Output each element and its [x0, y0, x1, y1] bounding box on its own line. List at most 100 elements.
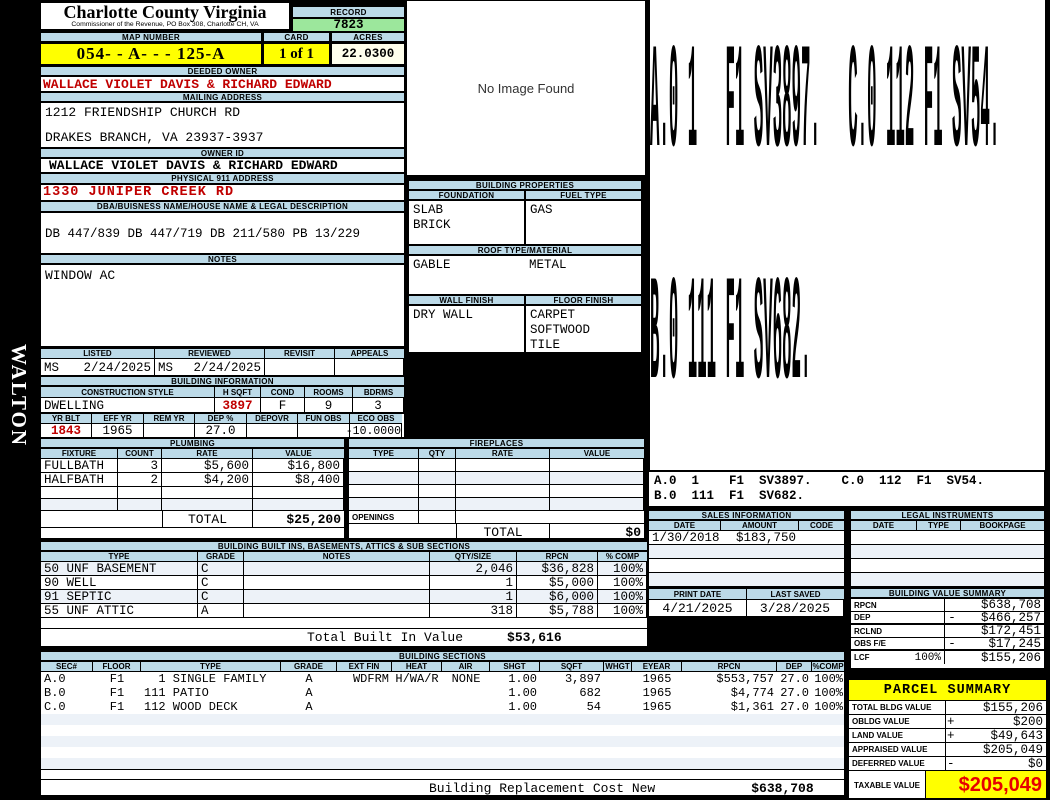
fuel-type-label: FUEL TYPE: [525, 190, 642, 200]
reviewed-date: 2/24/2025: [193, 360, 261, 375]
taxable-value-label: TAXABLE VALUE: [849, 771, 926, 798]
listed-by: MS: [44, 360, 60, 375]
building-value-summary-title: BUILDING VALUE SUMMARY: [850, 588, 1045, 598]
bi-comp-cell: 100%: [598, 562, 647, 575]
acres-label: ACRES: [331, 32, 405, 42]
revisit-header: REVISIT: [265, 349, 335, 359]
sidebar-watermark: WALTON: [7, 344, 31, 448]
value-header: VALUE: [253, 449, 344, 459]
sale-code: [799, 531, 844, 544]
heated-sqft: 3897: [215, 398, 261, 412]
bi-qty-header: QTY/SIZE: [430, 552, 517, 562]
parcel-value: $49,643: [990, 729, 1043, 742]
vs-value: $155,206: [980, 651, 1041, 664]
section-empty-row: [41, 736, 844, 747]
bi-rpcn-cell: $5,788: [517, 604, 598, 617]
fp-qty-header: QTY: [419, 449, 456, 459]
parcel-summary-panel: PARCEL SUMMARY TOTAL BLDG VALUE $155,206…: [848, 679, 1047, 799]
floor-cell: F1: [109, 686, 125, 700]
sales-empty-row: [649, 559, 844, 573]
bi-rpcn-cell: $36,828: [517, 562, 598, 575]
wall-finish-label: WALL FINISH: [408, 295, 525, 305]
bedrooms: 3: [353, 398, 404, 412]
dep-override: [247, 424, 298, 438]
sec-cell: B.0: [44, 686, 66, 700]
fixture-cell: FULLBATH: [41, 459, 118, 472]
parcel-row: OBLDG VALUE + $200: [849, 715, 1046, 729]
vs-value: $172,451: [980, 625, 1041, 637]
sketch-legend-box: A.0 1 F1 SV3897. C.0 112 F1 SV54. B.0 11…: [648, 471, 1045, 507]
section-row: B.0 F1 111 PATIO A 1.00 682 1965 $4,774 …: [41, 686, 844, 700]
air-header: AIR: [442, 662, 490, 672]
bi-qty-cell: 318: [430, 604, 517, 617]
remyr-header: REM YR: [144, 414, 195, 424]
visit-table: LISTED REVIEWED REVISIT APPEALS MS 2/24/…: [40, 348, 405, 376]
whgt-cell: [604, 700, 632, 714]
section-empty-row: [41, 769, 844, 780]
built-ins-title: BUILDING BUILT INS, BASEMENTS, ATTICS & …: [40, 541, 648, 551]
parcel-row: TOTAL BLDG VALUE $155,206: [849, 701, 1046, 715]
legal-instruments-title: LEGAL INSTRUMENTS: [850, 510, 1045, 520]
effyr-header: EFF YR: [92, 414, 144, 424]
bi-qty-cell: 1: [430, 590, 517, 603]
sales-empty-row: [649, 545, 844, 559]
vs-value: $17,245: [988, 638, 1041, 649]
vs-sign: [945, 651, 959, 664]
dep-cell: 27.0: [780, 700, 809, 714]
fireplaces-openings-row: OPENINGS: [349, 511, 644, 524]
legal-table: DATE TYPE BOOKPAGE: [850, 520, 1045, 587]
sale-amount: $183,750: [735, 531, 796, 544]
building-info-table-2: YR BLT EFF YR REM YR DEP % DEPOVR FUN OB…: [40, 413, 405, 438]
value-summary-row: RPCN $638,708: [851, 599, 1044, 612]
vs-sign: [945, 599, 959, 611]
parcel-value: $205,049: [982, 743, 1043, 756]
reviewed-by: MS: [158, 360, 174, 375]
built-ins-total-value: $53,616: [507, 630, 562, 645]
built-ins-row: 55 UNF ATTIC A 318 $5,788 100%: [41, 604, 647, 618]
value-summary-row: DEP - $466,257: [851, 612, 1044, 625]
parcel-row: APPRAISED VALUE $205,049: [849, 743, 1046, 757]
bdrms-header: BDRMS: [353, 387, 404, 398]
parcel-sign: +: [947, 715, 955, 728]
building-value-summary-table: RPCN $638,708 DEP - $466,257 RCLND $172,…: [850, 598, 1045, 669]
parcel-row: DEFERRED VALUE - $0: [849, 757, 1046, 771]
sketch-canvas: [650, 0, 1045, 470]
value-cell: $8,400: [253, 473, 344, 486]
bi-qty-cell: 1: [430, 576, 517, 589]
rate-cell: $5,600: [162, 459, 253, 472]
building-properties-title: BUILDING PROPERTIES: [408, 180, 642, 190]
sales-amount-header: AMOUNT: [721, 521, 799, 531]
dep-header: DEP %: [195, 414, 247, 424]
foundation-value-2: BRICK: [413, 218, 451, 232]
year-built: 1843: [41, 424, 92, 438]
parcel-label: OBLDG VALUE: [849, 715, 946, 728]
sec-cell: C.0: [44, 700, 66, 714]
sales-empty-row: [649, 573, 844, 586]
county-subtitle: Commissioner of the Revenue, PO Box 308,…: [71, 21, 259, 28]
comp-cell: 100%: [814, 672, 843, 686]
bi-type-header: TYPE: [41, 552, 198, 562]
section-empty-row: [41, 758, 844, 769]
sales-information-title: SALES INFORMATION: [648, 510, 845, 520]
card-label: CARD: [263, 32, 330, 42]
comp-header: %COMP: [812, 662, 844, 672]
bi-grade-cell: C: [198, 590, 244, 603]
building-information-title: BUILDING INFORMATION: [40, 376, 405, 386]
effective-year: 1965: [92, 424, 144, 438]
sales-row: 1/30/2018 $183,750: [649, 531, 844, 545]
roof-type-label: ROOF TYPE/MATERIAL: [408, 245, 642, 255]
count-cell: 2: [118, 473, 162, 486]
value-summary-row: RCLND $172,451: [851, 625, 1044, 638]
floor-finish-label: FLOOR FINISH: [525, 295, 642, 305]
heat-cell: H/WA/R: [395, 672, 439, 686]
ecoobs-header: ECO OBS: [350, 414, 402, 424]
plumbing-total-row: TOTAL $25,200: [41, 511, 344, 528]
vs-sign: -: [948, 612, 956, 623]
sqft-header: SQFT: [540, 662, 604, 672]
floor-cell: F1: [109, 672, 125, 686]
value-summary-row: OBS F/E - $17,245: [851, 638, 1044, 651]
type-cell: 112 WOOD DECK: [144, 700, 238, 714]
bi-type-cell: 55 UNF ATTIC: [41, 604, 198, 617]
acres-value: 22.0300: [331, 43, 405, 65]
